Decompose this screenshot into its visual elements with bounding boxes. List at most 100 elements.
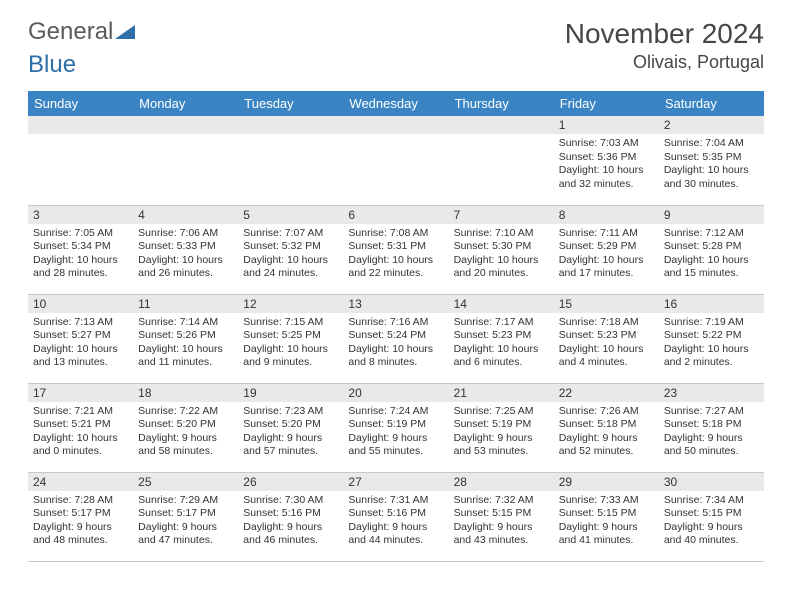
day-number: 9 bbox=[659, 206, 764, 224]
sunrise-text: Sunrise: 7:10 AM bbox=[454, 227, 549, 241]
daylight-text: Daylight: 9 hours and 57 minutes. bbox=[243, 432, 338, 459]
day-number: 5 bbox=[238, 206, 343, 224]
day-details: Sunrise: 7:32 AMSunset: 5:15 PMDaylight:… bbox=[449, 491, 554, 552]
sunset-text: Sunset: 5:17 PM bbox=[138, 507, 233, 521]
daylight-text: Daylight: 10 hours and 17 minutes. bbox=[559, 254, 654, 281]
daylight-text: Daylight: 10 hours and 22 minutes. bbox=[348, 254, 443, 281]
daylight-text: Daylight: 10 hours and 13 minutes. bbox=[33, 343, 128, 370]
sunrise-text: Sunrise: 7:32 AM bbox=[454, 494, 549, 508]
calendar-day-cell: 26Sunrise: 7:30 AMSunset: 5:16 PMDayligh… bbox=[238, 472, 343, 561]
calendar-day-cell: 30Sunrise: 7:34 AMSunset: 5:15 PMDayligh… bbox=[659, 472, 764, 561]
calendar-day-cell: 2Sunrise: 7:04 AMSunset: 5:35 PMDaylight… bbox=[659, 116, 764, 205]
day-details: Sunrise: 7:21 AMSunset: 5:21 PMDaylight:… bbox=[28, 402, 133, 463]
day-number: 20 bbox=[343, 384, 448, 402]
daylight-text: Daylight: 9 hours and 44 minutes. bbox=[348, 521, 443, 548]
calendar-day-cell: 8Sunrise: 7:11 AMSunset: 5:29 PMDaylight… bbox=[554, 205, 659, 294]
sunrise-text: Sunrise: 7:06 AM bbox=[138, 227, 233, 241]
day-number: 3 bbox=[28, 206, 133, 224]
sunset-text: Sunset: 5:21 PM bbox=[33, 418, 128, 432]
sunrise-text: Sunrise: 7:21 AM bbox=[33, 405, 128, 419]
day-number: 27 bbox=[343, 473, 448, 491]
daylight-text: Daylight: 10 hours and 26 minutes. bbox=[138, 254, 233, 281]
calendar-day-cell: 27Sunrise: 7:31 AMSunset: 5:16 PMDayligh… bbox=[343, 472, 448, 561]
sunrise-text: Sunrise: 7:25 AM bbox=[454, 405, 549, 419]
day-number: 16 bbox=[659, 295, 764, 313]
day-number: 19 bbox=[238, 384, 343, 402]
day-details: Sunrise: 7:28 AMSunset: 5:17 PMDaylight:… bbox=[28, 491, 133, 552]
day-details: Sunrise: 7:23 AMSunset: 5:20 PMDaylight:… bbox=[238, 402, 343, 463]
daylight-text: Daylight: 10 hours and 6 minutes. bbox=[454, 343, 549, 370]
day-number: 26 bbox=[238, 473, 343, 491]
day-details: Sunrise: 7:14 AMSunset: 5:26 PMDaylight:… bbox=[133, 313, 238, 374]
day-details: Sunrise: 7:34 AMSunset: 5:15 PMDaylight:… bbox=[659, 491, 764, 552]
daylight-text: Daylight: 10 hours and 28 minutes. bbox=[33, 254, 128, 281]
calendar-day-cell bbox=[343, 116, 448, 205]
day-number: 11 bbox=[133, 295, 238, 313]
day-details: Sunrise: 7:31 AMSunset: 5:16 PMDaylight:… bbox=[343, 491, 448, 552]
day-details: Sunrise: 7:08 AMSunset: 5:31 PMDaylight:… bbox=[343, 224, 448, 285]
sunset-text: Sunset: 5:27 PM bbox=[33, 329, 128, 343]
day-number: 24 bbox=[28, 473, 133, 491]
day-details: Sunrise: 7:12 AMSunset: 5:28 PMDaylight:… bbox=[659, 224, 764, 285]
day-details: Sunrise: 7:19 AMSunset: 5:22 PMDaylight:… bbox=[659, 313, 764, 374]
calendar-header-row: SundayMondayTuesdayWednesdayThursdayFrid… bbox=[28, 91, 764, 116]
calendar-week-row: 24Sunrise: 7:28 AMSunset: 5:17 PMDayligh… bbox=[28, 472, 764, 561]
sunrise-text: Sunrise: 7:27 AM bbox=[664, 405, 759, 419]
day-number: 28 bbox=[449, 473, 554, 491]
day-details: Sunrise: 7:30 AMSunset: 5:16 PMDaylight:… bbox=[238, 491, 343, 552]
day-details: Sunrise: 7:05 AMSunset: 5:34 PMDaylight:… bbox=[28, 224, 133, 285]
daylight-text: Daylight: 10 hours and 0 minutes. bbox=[33, 432, 128, 459]
calendar-table: SundayMondayTuesdayWednesdayThursdayFrid… bbox=[28, 91, 764, 562]
sunset-text: Sunset: 5:23 PM bbox=[559, 329, 654, 343]
brand-logo: General bbox=[28, 18, 135, 46]
sunset-text: Sunset: 5:20 PM bbox=[138, 418, 233, 432]
sunset-text: Sunset: 5:33 PM bbox=[138, 240, 233, 254]
day-details: Sunrise: 7:11 AMSunset: 5:29 PMDaylight:… bbox=[554, 224, 659, 285]
day-number: 29 bbox=[554, 473, 659, 491]
day-number: 18 bbox=[133, 384, 238, 402]
day-details: Sunrise: 7:10 AMSunset: 5:30 PMDaylight:… bbox=[449, 224, 554, 285]
sunset-text: Sunset: 5:35 PM bbox=[664, 151, 759, 165]
sunrise-text: Sunrise: 7:28 AM bbox=[33, 494, 128, 508]
day-details: Sunrise: 7:17 AMSunset: 5:23 PMDaylight:… bbox=[449, 313, 554, 374]
weekday-header: Wednesday bbox=[343, 91, 448, 116]
daylight-text: Daylight: 10 hours and 24 minutes. bbox=[243, 254, 338, 281]
sunrise-text: Sunrise: 7:33 AM bbox=[559, 494, 654, 508]
day-details: Sunrise: 7:22 AMSunset: 5:20 PMDaylight:… bbox=[133, 402, 238, 463]
calendar-day-cell: 15Sunrise: 7:18 AMSunset: 5:23 PMDayligh… bbox=[554, 294, 659, 383]
calendar-day-cell bbox=[133, 116, 238, 205]
daylight-text: Daylight: 9 hours and 55 minutes. bbox=[348, 432, 443, 459]
calendar-week-row: 3Sunrise: 7:05 AMSunset: 5:34 PMDaylight… bbox=[28, 205, 764, 294]
sunrise-text: Sunrise: 7:30 AM bbox=[243, 494, 338, 508]
calendar-day-cell: 4Sunrise: 7:06 AMSunset: 5:33 PMDaylight… bbox=[133, 205, 238, 294]
sunrise-text: Sunrise: 7:34 AM bbox=[664, 494, 759, 508]
day-number: 23 bbox=[659, 384, 764, 402]
sunrise-text: Sunrise: 7:05 AM bbox=[33, 227, 128, 241]
sunset-text: Sunset: 5:15 PM bbox=[454, 507, 549, 521]
weekday-header: Friday bbox=[554, 91, 659, 116]
calendar-day-cell: 7Sunrise: 7:10 AMSunset: 5:30 PMDaylight… bbox=[449, 205, 554, 294]
day-details: Sunrise: 7:07 AMSunset: 5:32 PMDaylight:… bbox=[238, 224, 343, 285]
daylight-text: Daylight: 9 hours and 43 minutes. bbox=[454, 521, 549, 548]
day-number: 15 bbox=[554, 295, 659, 313]
daylight-text: Daylight: 9 hours and 40 minutes. bbox=[664, 521, 759, 548]
day-details: Sunrise: 7:33 AMSunset: 5:15 PMDaylight:… bbox=[554, 491, 659, 552]
day-details: Sunrise: 7:29 AMSunset: 5:17 PMDaylight:… bbox=[133, 491, 238, 552]
daylight-text: Daylight: 10 hours and 15 minutes. bbox=[664, 254, 759, 281]
sunrise-text: Sunrise: 7:19 AM bbox=[664, 316, 759, 330]
daylight-text: Daylight: 10 hours and 30 minutes. bbox=[664, 164, 759, 191]
daylight-text: Daylight: 9 hours and 50 minutes. bbox=[664, 432, 759, 459]
sunrise-text: Sunrise: 7:04 AM bbox=[664, 137, 759, 151]
day-number: 1 bbox=[554, 116, 659, 134]
sunset-text: Sunset: 5:28 PM bbox=[664, 240, 759, 254]
day-number: 17 bbox=[28, 384, 133, 402]
sunset-text: Sunset: 5:29 PM bbox=[559, 240, 654, 254]
sunset-text: Sunset: 5:25 PM bbox=[243, 329, 338, 343]
daylight-text: Daylight: 9 hours and 58 minutes. bbox=[138, 432, 233, 459]
day-number: 22 bbox=[554, 384, 659, 402]
sunrise-text: Sunrise: 7:12 AM bbox=[664, 227, 759, 241]
calendar-body: 1Sunrise: 7:03 AMSunset: 5:36 PMDaylight… bbox=[28, 116, 764, 561]
calendar-day-cell: 9Sunrise: 7:12 AMSunset: 5:28 PMDaylight… bbox=[659, 205, 764, 294]
day-details: Sunrise: 7:27 AMSunset: 5:18 PMDaylight:… bbox=[659, 402, 764, 463]
sunset-text: Sunset: 5:26 PM bbox=[138, 329, 233, 343]
